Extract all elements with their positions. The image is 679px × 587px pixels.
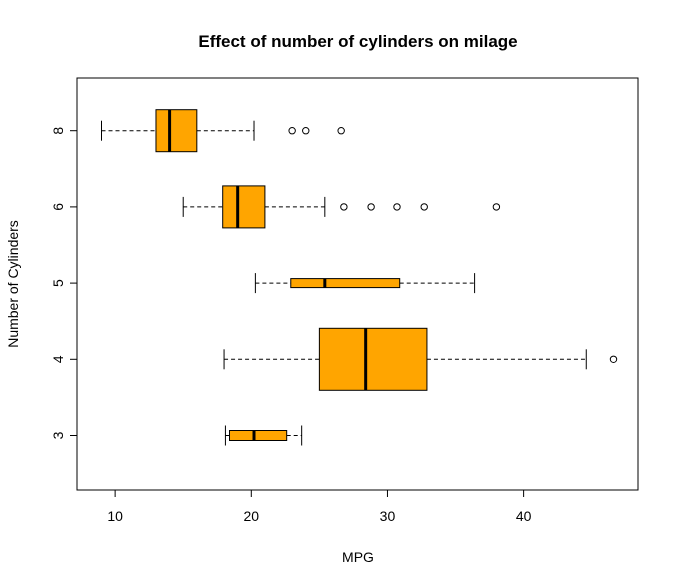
y-axis-label: Number of Cylinders — [5, 220, 21, 348]
x-tick-label-20: 20 — [244, 508, 260, 524]
x-tick-label-10: 10 — [107, 508, 123, 524]
outlier-8-2 — [337, 127, 345, 135]
chart-title: Effect of number of cylinders on milage — [198, 32, 517, 51]
outlier-8-1 — [302, 127, 310, 135]
outlier-4-0 — [609, 355, 618, 363]
x-tick-label-30: 30 — [380, 508, 396, 524]
y-tick-label-8: 8 — [50, 127, 66, 135]
box-3 — [229, 430, 288, 441]
outlier-6-3 — [420, 203, 428, 211]
y-tick-label-3: 3 — [50, 431, 66, 439]
outlier-8-0 — [288, 127, 296, 135]
y-tick-label-6: 6 — [50, 203, 66, 211]
box-6 — [222, 185, 266, 229]
outlier-6-1 — [367, 203, 375, 211]
x-tick-label-40: 40 — [516, 508, 532, 524]
outlier-6-2 — [393, 203, 401, 211]
y-tick-label-5: 5 — [50, 279, 66, 287]
box-8 — [155, 109, 198, 153]
x-axis-label: MPG — [342, 549, 374, 565]
y-axis: 3 4 5 6 8 — [50, 127, 78, 439]
y-tick-label-4: 4 — [50, 355, 66, 363]
outlier-6-4 — [492, 203, 501, 211]
outlier-6-0 — [340, 203, 348, 211]
x-axis: 10 20 30 40 — [107, 489, 532, 524]
plot-marks — [101, 109, 618, 446]
box-4 — [318, 327, 428, 391]
box-5 — [290, 278, 401, 289]
